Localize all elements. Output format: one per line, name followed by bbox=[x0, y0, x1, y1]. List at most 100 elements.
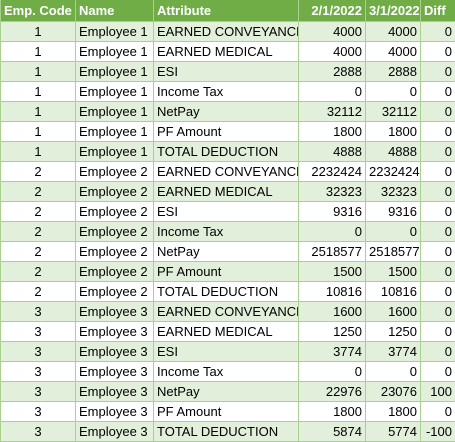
cell-attribute[interactable]: ESI bbox=[154, 341, 299, 361]
cell-name[interactable]: Employee 3 bbox=[76, 341, 154, 361]
cell-date-1[interactable]: 0 bbox=[299, 361, 366, 381]
cell-date-1[interactable]: 2518577 bbox=[299, 241, 366, 261]
cell-attribute[interactable]: Income Tax bbox=[154, 361, 299, 381]
cell-date-2[interactable]: 5774 bbox=[366, 421, 421, 441]
cell-date-2[interactable]: 1500 bbox=[366, 261, 421, 281]
cell-diff[interactable]: 0 bbox=[421, 121, 455, 141]
cell-date-2[interactable]: 32323 bbox=[366, 181, 421, 201]
cell-diff[interactable]: 0 bbox=[421, 201, 455, 221]
cell-diff[interactable]: 0 bbox=[421, 241, 455, 261]
cell-date-2[interactable]: 0 bbox=[366, 81, 421, 101]
cell-date-2[interactable]: 1800 bbox=[366, 401, 421, 421]
header-attribute[interactable]: Attribute bbox=[154, 0, 299, 21]
cell-attribute[interactable]: PF Amount bbox=[154, 261, 299, 281]
cell-diff[interactable]: 0 bbox=[421, 181, 455, 201]
cell-name[interactable]: Employee 1 bbox=[76, 141, 154, 161]
cell-emp-code[interactable]: 2 bbox=[1, 181, 76, 201]
cell-name[interactable]: Employee 3 bbox=[76, 361, 154, 381]
cell-diff[interactable]: 0 bbox=[421, 161, 455, 181]
header-date-1[interactable]: 2/1/2022 bbox=[299, 0, 366, 21]
cell-attribute[interactable]: NetPay bbox=[154, 101, 299, 121]
cell-diff[interactable]: 0 bbox=[421, 21, 455, 41]
cell-name[interactable]: Employee 3 bbox=[76, 421, 154, 441]
cell-emp-code[interactable]: 2 bbox=[1, 201, 76, 221]
cell-emp-code[interactable]: 3 bbox=[1, 341, 76, 361]
cell-diff[interactable]: 0 bbox=[421, 261, 455, 281]
cell-date-2[interactable]: 1250 bbox=[366, 321, 421, 341]
cell-attribute[interactable]: TOTAL DEDUCTION bbox=[154, 281, 299, 301]
cell-date-1[interactable]: 2232424 bbox=[299, 161, 366, 181]
cell-name[interactable]: Employee 3 bbox=[76, 401, 154, 421]
cell-attribute[interactable]: EARNED MEDICAL bbox=[154, 41, 299, 61]
cell-emp-code[interactable]: 1 bbox=[1, 141, 76, 161]
cell-name[interactable]: Employee 3 bbox=[76, 301, 154, 321]
cell-date-1[interactable]: 22976 bbox=[299, 381, 366, 401]
cell-emp-code[interactable]: 1 bbox=[1, 21, 76, 41]
cell-emp-code[interactable]: 1 bbox=[1, 81, 76, 101]
cell-emp-code[interactable]: 1 bbox=[1, 101, 76, 121]
cell-name[interactable]: Employee 3 bbox=[76, 381, 154, 401]
header-name[interactable]: Name bbox=[76, 0, 154, 21]
cell-date-2[interactable]: 10816 bbox=[366, 281, 421, 301]
cell-diff[interactable]: -100 bbox=[421, 421, 455, 441]
cell-name[interactable]: Employee 2 bbox=[76, 281, 154, 301]
cell-attribute[interactable]: TOTAL DEDUCTION bbox=[154, 141, 299, 161]
cell-name[interactable]: Employee 2 bbox=[76, 201, 154, 221]
cell-date-1[interactable]: 4000 bbox=[299, 21, 366, 41]
cell-emp-code[interactable]: 3 bbox=[1, 421, 76, 441]
cell-name[interactable]: Employee 2 bbox=[76, 261, 154, 281]
cell-date-1[interactable]: 1600 bbox=[299, 301, 366, 321]
cell-emp-code[interactable]: 3 bbox=[1, 301, 76, 321]
cell-emp-code[interactable]: 3 bbox=[1, 321, 76, 341]
cell-diff[interactable]: 0 bbox=[421, 101, 455, 121]
cell-date-2[interactable]: 4000 bbox=[366, 21, 421, 41]
cell-name[interactable]: Employee 2 bbox=[76, 221, 154, 241]
cell-emp-code[interactable]: 2 bbox=[1, 221, 76, 241]
header-emp-code[interactable]: Emp. Code bbox=[1, 0, 76, 21]
cell-date-1[interactable]: 3774 bbox=[299, 341, 366, 361]
cell-attribute[interactable]: EARNED CONVEYANCE bbox=[154, 301, 299, 321]
cell-emp-code[interactable]: 2 bbox=[1, 281, 76, 301]
cell-attribute[interactable]: EARNED CONVEYANCE bbox=[154, 21, 299, 41]
cell-date-2[interactable]: 9316 bbox=[366, 201, 421, 221]
cell-attribute[interactable]: Income Tax bbox=[154, 221, 299, 241]
cell-date-1[interactable]: 32112 bbox=[299, 101, 366, 121]
cell-diff[interactable]: 0 bbox=[421, 361, 455, 381]
cell-date-2[interactable]: 0 bbox=[366, 221, 421, 241]
cell-diff[interactable]: 0 bbox=[421, 321, 455, 341]
cell-emp-code[interactable]: 3 bbox=[1, 361, 76, 381]
header-diff[interactable]: Diff bbox=[421, 0, 455, 21]
cell-date-1[interactable]: 1800 bbox=[299, 121, 366, 141]
cell-date-1[interactable]: 1500 bbox=[299, 261, 366, 281]
cell-date-2[interactable]: 32112 bbox=[366, 101, 421, 121]
cell-date-1[interactable]: 5874 bbox=[299, 421, 366, 441]
cell-emp-code[interactable]: 3 bbox=[1, 401, 76, 421]
cell-date-1[interactable]: 0 bbox=[299, 221, 366, 241]
cell-diff[interactable]: 0 bbox=[421, 301, 455, 321]
cell-attribute[interactable]: PF Amount bbox=[154, 121, 299, 141]
cell-date-2[interactable]: 0 bbox=[366, 361, 421, 381]
cell-emp-code[interactable]: 2 bbox=[1, 241, 76, 261]
cell-diff[interactable]: 0 bbox=[421, 81, 455, 101]
cell-emp-code[interactable]: 1 bbox=[1, 41, 76, 61]
cell-attribute[interactable]: NetPay bbox=[154, 381, 299, 401]
cell-date-1[interactable]: 32323 bbox=[299, 181, 366, 201]
cell-name[interactable]: Employee 1 bbox=[76, 81, 154, 101]
cell-date-1[interactable]: 10816 bbox=[299, 281, 366, 301]
cell-attribute[interactable]: EARNED MEDICAL bbox=[154, 181, 299, 201]
cell-date-2[interactable]: 2888 bbox=[366, 61, 421, 81]
cell-emp-code[interactable]: 1 bbox=[1, 61, 76, 81]
cell-name[interactable]: Employee 2 bbox=[76, 241, 154, 261]
cell-diff[interactable]: 0 bbox=[421, 61, 455, 81]
cell-attribute[interactable]: ESI bbox=[154, 61, 299, 81]
cell-name[interactable]: Employee 2 bbox=[76, 181, 154, 201]
cell-date-2[interactable]: 1600 bbox=[366, 301, 421, 321]
cell-name[interactable]: Employee 2 bbox=[76, 161, 154, 181]
cell-attribute[interactable]: EARNED MEDICAL bbox=[154, 321, 299, 341]
cell-name[interactable]: Employee 1 bbox=[76, 21, 154, 41]
cell-diff[interactable]: 0 bbox=[421, 281, 455, 301]
cell-name[interactable]: Employee 1 bbox=[76, 121, 154, 141]
cell-date-2[interactable]: 23076 bbox=[366, 381, 421, 401]
cell-date-2[interactable]: 4888 bbox=[366, 141, 421, 161]
cell-attribute[interactable]: Income Tax bbox=[154, 81, 299, 101]
